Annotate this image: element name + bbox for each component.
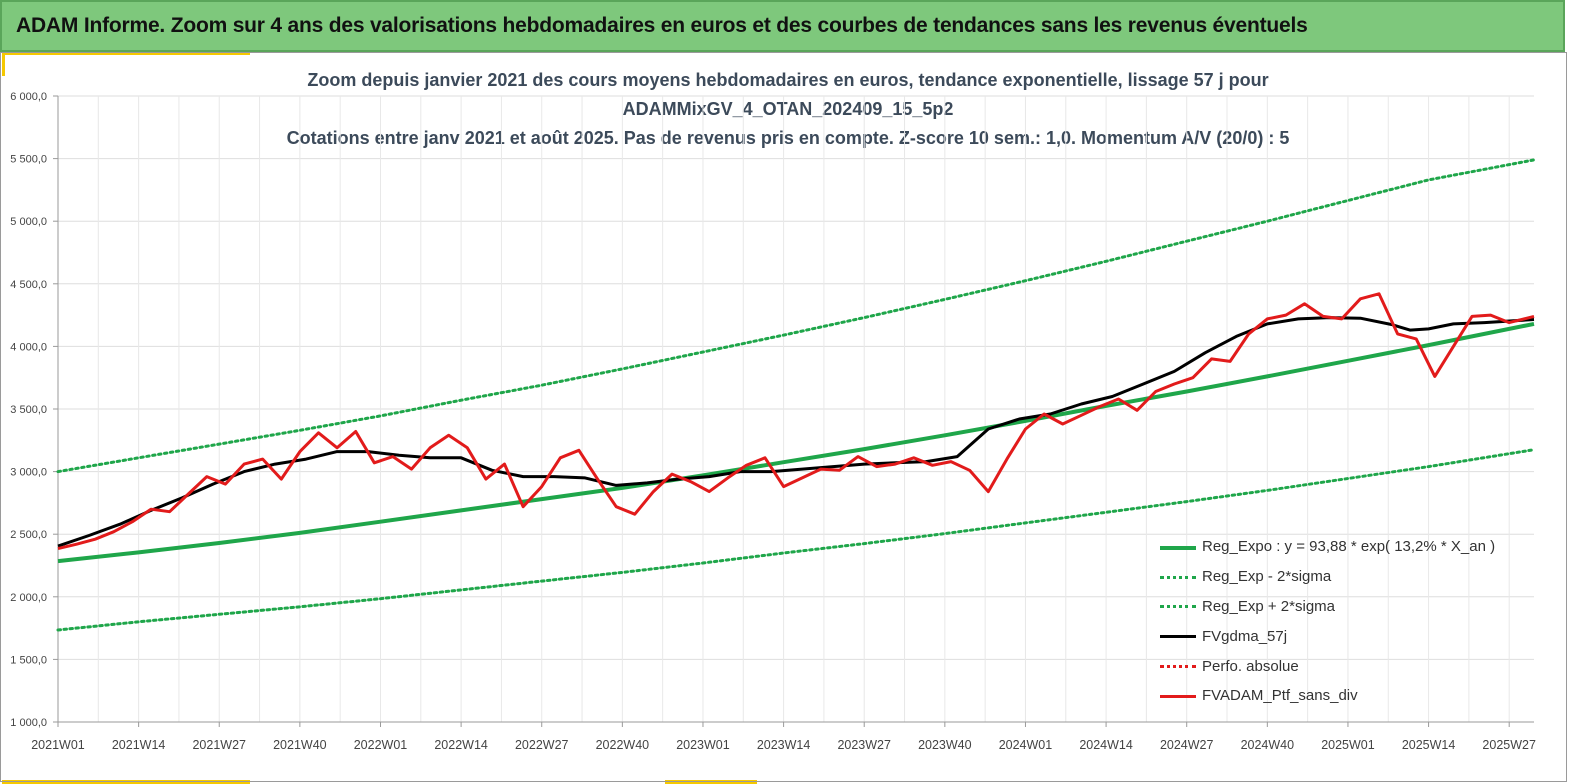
- x-tick-label-8: 2023W01: [676, 738, 730, 752]
- banner-title: ADAM Informe. Zoom sur 4 ans des valoris…: [16, 14, 1308, 37]
- y-tick-label-3: 2 500,0: [10, 529, 47, 541]
- legend-label-4: Perfo. absolue: [1202, 657, 1299, 675]
- legend-swatch-1: [1160, 569, 1196, 585]
- x-tick-label-0: 2021W01: [31, 738, 85, 752]
- series-line-3: [57, 316, 1535, 548]
- series-line-2: [56, 158, 1536, 474]
- y-tick-label-6: 4 000,0: [10, 341, 47, 353]
- x-tick-label-4: 2022W01: [354, 738, 408, 752]
- chart-title-line-2: ADAMMixGV_4_OTAN_202409_15_5p2: [622, 99, 954, 119]
- x-tick-label-6: 2022W27: [515, 738, 569, 752]
- legend-item-0: Reg_Expo : y = 93,88 * exp( 13,2% * X_an…: [1160, 532, 1540, 562]
- legend-swatch-line-5: [1160, 694, 1196, 698]
- x-tick-label-18: 2025W27: [1482, 738, 1536, 752]
- legend-swatch-0: [1160, 539, 1196, 555]
- x-tick-label-12: 2024W01: [999, 738, 1053, 752]
- x-tick-label-11: 2023W40: [918, 738, 972, 752]
- legend-swatch-line-0: [1160, 545, 1196, 550]
- legend-label-2: Reg_Exp + 2*sigma: [1202, 597, 1335, 615]
- y-tick-label-4: 3 000,0: [10, 467, 47, 479]
- legend-swatch-3: [1160, 628, 1196, 644]
- legend-label-3: FVgdma_57j: [1202, 627, 1288, 645]
- x-tick-label-2: 2021W27: [192, 738, 246, 752]
- y-tick-label-10: 6 000,0: [10, 91, 47, 103]
- series-line-5: [57, 292, 1535, 551]
- y-tick-label-8: 5 000,0: [10, 216, 47, 228]
- legend-item-5: FVADAM_Ptf_sans_div: [1160, 681, 1540, 711]
- legend-swatch-line-1: [1160, 575, 1196, 579]
- legend-swatch-line-3: [1160, 635, 1196, 639]
- x-tick-label-3: 2021W40: [273, 738, 327, 752]
- x-tick-label-1: 2021W14: [112, 738, 166, 752]
- legend-label-5: FVADAM_Ptf_sans_div: [1202, 687, 1358, 705]
- x-tick-label-7: 2022W40: [596, 738, 650, 752]
- chart-title-line-3: Cotations entre janv 2021 et août 2025. …: [286, 128, 1290, 148]
- legend-label-1: Reg_Exp - 2*sigma: [1202, 568, 1332, 586]
- x-tick-label-13: 2024W14: [1079, 738, 1133, 752]
- title-banner: ADAM Informe. Zoom sur 4 ans des valoris…: [0, 0, 1565, 52]
- chart-legend: Reg_Expo : y = 93,88 * exp( 13,2% * X_an…: [1160, 532, 1540, 711]
- x-tick-label-15: 2024W40: [1241, 738, 1295, 752]
- legend-label-0: Reg_Expo : y = 93,88 * exp( 13,2% * X_an…: [1202, 538, 1496, 556]
- series-line-1: [56, 448, 1536, 632]
- x-tick-label-10: 2023W27: [837, 738, 891, 752]
- x-tick-label-17: 2025W14: [1402, 738, 1456, 752]
- legend-item-4: Perfo. absolue: [1160, 651, 1540, 681]
- accent-bar-bottom-middle: [665, 780, 757, 784]
- legend-item-3: FVgdma_57j: [1160, 621, 1540, 651]
- legend-swatch-5: [1160, 688, 1196, 704]
- x-tick-label-16: 2025W01: [1321, 738, 1375, 752]
- accent-bar-top: [2, 52, 250, 55]
- accent-bar-left: [2, 52, 5, 76]
- series-line-0: [57, 321, 1535, 564]
- y-tick-label-9: 5 500,0: [10, 154, 47, 166]
- accent-bar-bottom: [2, 780, 250, 784]
- legend-swatch-line-2: [1160, 605, 1196, 609]
- legend-swatch-line-4: [1160, 665, 1196, 669]
- x-tick-label-14: 2024W27: [1160, 738, 1214, 752]
- y-tick-label-0: 1 000,0: [10, 717, 47, 729]
- y-tick-label-2: 2 000,0: [10, 592, 47, 604]
- y-tick-label-1: 1 500,0: [10, 654, 47, 666]
- legend-item-1: Reg_Exp - 2*sigma: [1160, 562, 1540, 592]
- chart-title-line-1: Zoom depuis janvier 2021 des cours moyen…: [307, 70, 1269, 90]
- x-tick-label-5: 2022W14: [434, 738, 488, 752]
- legend-swatch-4: [1160, 658, 1196, 674]
- y-tick-label-5: 3 500,0: [10, 404, 47, 416]
- y-tick-label-7: 4 500,0: [10, 279, 47, 291]
- legend-item-2: Reg_Exp + 2*sigma: [1160, 592, 1540, 622]
- x-tick-label-9: 2023W14: [757, 738, 811, 752]
- legend-swatch-2: [1160, 598, 1196, 614]
